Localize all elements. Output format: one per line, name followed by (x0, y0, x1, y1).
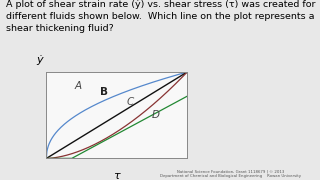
Text: ẏ: ẏ (37, 55, 43, 65)
Text: τ: τ (113, 171, 120, 180)
Text: National Science Foundation, Grant 1118679 | © 2013
Department of Chemical and B: National Science Foundation, Grant 11186… (160, 169, 301, 178)
Text: B: B (100, 87, 108, 97)
Text: A plot of shear strain rate (ẏ) vs. shear stress (τ) was created for
different f: A plot of shear strain rate (ẏ) vs. shea… (6, 0, 316, 33)
Text: D: D (152, 110, 160, 120)
Text: A: A (75, 81, 82, 91)
Text: C: C (127, 97, 134, 107)
